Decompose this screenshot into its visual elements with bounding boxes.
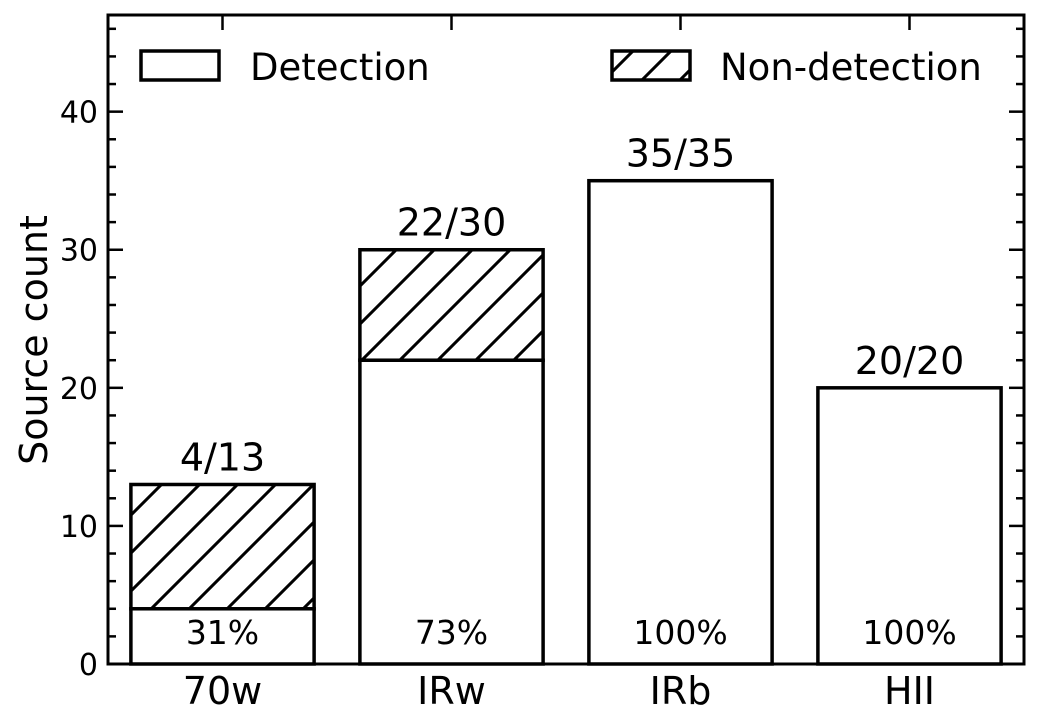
ratio-label: 4/13	[180, 435, 265, 479]
x-tick-label: IRb	[650, 669, 712, 713]
legend-label-non-detection: Non-detection	[720, 46, 982, 89]
y-tick-label: 0	[79, 648, 98, 683]
y-tick-label: 20	[60, 372, 98, 407]
plot-frame	[106, 13, 1026, 666]
percent-label: 31%	[186, 613, 259, 652]
bar-labels: 0 10 20 30 40 4/13 31% 70w 22/30 73% IRw 35/35 100% I…	[60, 96, 964, 713]
bar-detection-IRb	[587, 178, 774, 666]
x-tick-label: IRw	[417, 669, 486, 713]
percent-label: 100%	[862, 613, 956, 652]
ratio-label: 35/35	[626, 132, 736, 176]
legend: Detection Non-detection	[139, 46, 982, 89]
bars	[129, 178, 1003, 666]
y-axis-label: Source count	[12, 215, 56, 465]
bar-detection-HII	[816, 386, 1003, 666]
bar-non-detection-IRw	[358, 247, 545, 362]
percent-label: 73%	[415, 613, 488, 652]
legend-swatch-non-detection	[610, 49, 692, 82]
percent-label: 100%	[633, 613, 727, 652]
ratio-label: 22/30	[397, 201, 507, 245]
x-tick-label: 70w	[183, 669, 262, 713]
y-tick-label: 10	[60, 510, 98, 545]
ratio-label: 20/20	[855, 339, 965, 383]
y-tick-label: 40	[60, 96, 98, 131]
x-tick-label: HII	[884, 669, 935, 713]
legend-swatch-detection	[139, 49, 221, 82]
y-tick-label: 30	[60, 234, 98, 269]
legend-label-detection: Detection	[250, 46, 430, 89]
bar-non-detection-70w	[129, 482, 316, 611]
